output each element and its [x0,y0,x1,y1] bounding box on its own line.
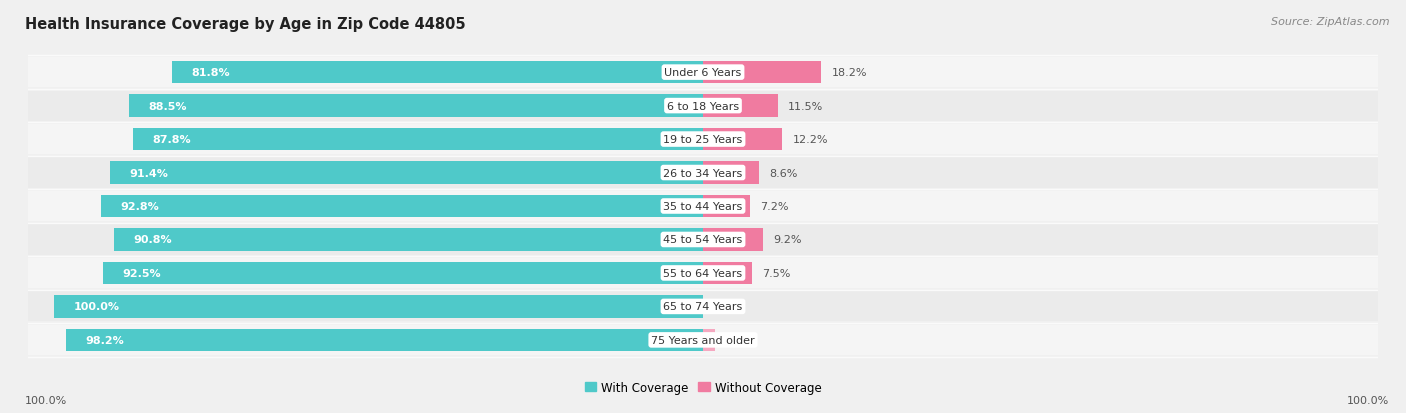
Text: 26 to 34 Years: 26 to 34 Years [664,168,742,178]
Legend: With Coverage, Without Coverage: With Coverage, Without Coverage [579,376,827,399]
Bar [28,192,1378,221]
Text: 90.8%: 90.8% [134,235,172,245]
Text: 7.2%: 7.2% [761,202,789,211]
Bar [134,128,703,151]
Text: 98.2%: 98.2% [86,335,124,345]
Bar [28,91,1378,121]
Text: Source: ZipAtlas.com: Source: ZipAtlas.com [1271,17,1389,26]
Bar [110,162,703,185]
Text: 100.0%: 100.0% [25,395,67,405]
Text: 9.2%: 9.2% [773,235,801,245]
Bar [28,58,1378,88]
Text: 92.5%: 92.5% [122,268,160,278]
Text: 92.8%: 92.8% [121,202,159,211]
Text: Health Insurance Coverage by Age in Zip Code 44805: Health Insurance Coverage by Age in Zip … [25,17,465,31]
Bar [703,62,821,84]
Bar [28,325,1378,355]
Bar [129,95,703,118]
Bar [172,62,703,84]
Bar [28,125,1378,155]
Text: 81.8%: 81.8% [191,68,231,78]
Bar [101,195,703,218]
Bar [703,262,752,285]
Text: 11.5%: 11.5% [787,101,824,112]
Bar [66,329,703,351]
Text: 100.0%: 100.0% [1347,395,1389,405]
Bar [28,158,1378,188]
Text: 19 to 25 Years: 19 to 25 Years [664,135,742,145]
Bar [28,292,1378,322]
Text: 65 to 74 Years: 65 to 74 Years [664,301,742,312]
Bar [703,228,762,251]
Bar [28,225,1378,255]
Text: 87.8%: 87.8% [153,135,191,145]
Bar [703,162,759,185]
Text: 8.6%: 8.6% [769,168,797,178]
Bar [703,128,782,151]
Text: Under 6 Years: Under 6 Years [665,68,741,78]
Bar [703,95,778,118]
Text: 88.5%: 88.5% [148,101,187,112]
Bar [103,262,703,285]
Text: 91.4%: 91.4% [129,168,169,178]
Bar [703,195,749,218]
Text: 1.8%: 1.8% [725,335,754,345]
Bar [28,258,1378,288]
Text: 6 to 18 Years: 6 to 18 Years [666,101,740,112]
Text: 55 to 64 Years: 55 to 64 Years [664,268,742,278]
Text: 12.2%: 12.2% [793,135,828,145]
Text: 45 to 54 Years: 45 to 54 Years [664,235,742,245]
Text: 7.5%: 7.5% [762,268,790,278]
Text: 100.0%: 100.0% [73,301,120,312]
Text: 18.2%: 18.2% [831,68,868,78]
Text: 75 Years and older: 75 Years and older [651,335,755,345]
Bar [703,329,714,351]
Bar [53,295,703,318]
Text: 0.0%: 0.0% [713,301,741,312]
Bar [114,228,703,251]
Text: 35 to 44 Years: 35 to 44 Years [664,202,742,211]
